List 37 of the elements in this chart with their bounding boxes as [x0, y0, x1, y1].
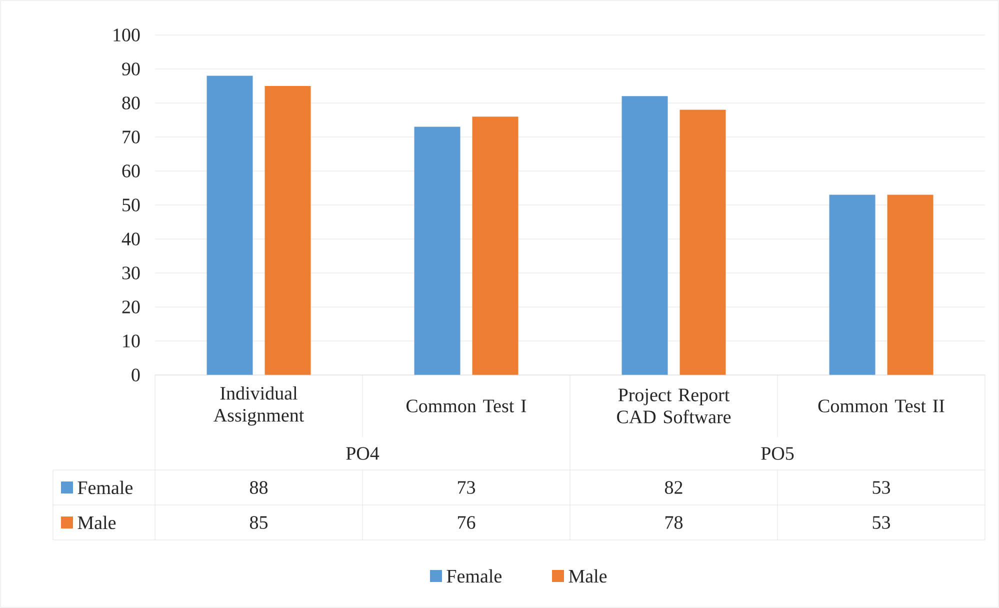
y-tick-label: 70 [122, 130, 140, 144]
text: PO5 [761, 447, 794, 460]
x-tick-label: Individual Assignment [214, 386, 304, 426]
legend-label: Female [78, 480, 132, 494]
data-label: 76 [458, 516, 476, 529]
bar [829, 194, 876, 375]
bar [887, 194, 934, 375]
y-tick-label: 10 [123, 334, 140, 348]
x-tick-label: Project Report CAD Software [617, 388, 731, 424]
y-tick-label: 100 [114, 28, 140, 42]
bar [622, 96, 668, 375]
bar [680, 110, 726, 375]
y-tick-label: 0 [132, 368, 140, 382]
data-label: 53 [872, 481, 890, 494]
bar [264, 86, 311, 375]
x-tick-label: Common Test I [406, 400, 526, 412]
y-tick-label: 80 [122, 96, 140, 110]
bar [206, 76, 253, 375]
y-tick-label: 40 [122, 232, 140, 246]
text: Female [446, 569, 502, 583]
x-tick-label: Common Test II [818, 400, 944, 412]
data-label: 73 [458, 481, 476, 494]
data-label: 85 [250, 516, 268, 529]
data-label: 88 [250, 481, 268, 494]
data-label: 53 [872, 516, 890, 529]
y-tick-label: 20 [122, 300, 140, 314]
y-tick-label: 60 [122, 164, 140, 178]
text: Male [78, 516, 116, 530]
y-tick-label: 30 [122, 266, 140, 280]
y-tick-label: 90 [122, 62, 140, 76]
legend-label: Male [568, 569, 607, 583]
data-label: 82 [664, 481, 682, 494]
bar [472, 116, 518, 375]
data-label: 78 [666, 516, 683, 529]
bar [414, 126, 460, 375]
y-tick-label: 50 [122, 198, 140, 212]
text: PO4 [346, 447, 380, 460]
